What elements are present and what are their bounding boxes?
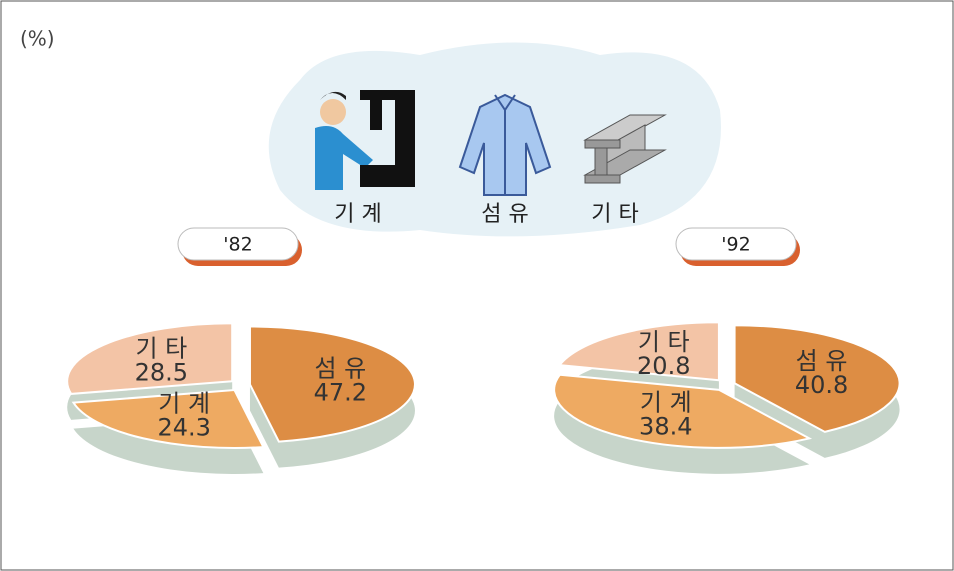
slice-value: 24.3 — [157, 414, 210, 442]
pill — [177, 227, 299, 261]
unit-label: (%) — [20, 27, 55, 51]
slice-value: 47.2 — [314, 379, 367, 407]
slice-value: 40.8 — [795, 371, 848, 399]
slice-value: 28.5 — [135, 358, 188, 386]
legend-label: 섬 유 — [481, 202, 528, 227]
slice-label: 기 계 — [158, 390, 210, 418]
chart-title: '92 — [721, 234, 750, 256]
slice-label: 섬 유 — [796, 347, 848, 375]
pie-slice — [553, 373, 813, 449]
pie-slice — [71, 388, 265, 449]
pill — [675, 227, 797, 261]
shirt-icon — [458, 93, 552, 196]
pie-slice — [248, 325, 416, 443]
slice-value: 38.4 — [639, 413, 692, 441]
slice-value: 20.8 — [637, 352, 690, 380]
slice-label: 기 계 — [640, 389, 692, 417]
slice-label: 기 타 — [638, 328, 690, 356]
worker-icon — [315, 90, 415, 190]
pie-slice — [66, 322, 234, 395]
chart-title: '82 — [223, 234, 252, 256]
slice-label: 섬 유 — [314, 355, 366, 383]
pie-slice — [557, 321, 720, 382]
pie-slice — [733, 324, 901, 433]
slice-label: 기 타 — [135, 334, 187, 362]
legend-label: 기 계 — [334, 202, 381, 227]
steel-beam-icon — [583, 114, 667, 184]
legend-label: 기 타 — [591, 202, 638, 227]
